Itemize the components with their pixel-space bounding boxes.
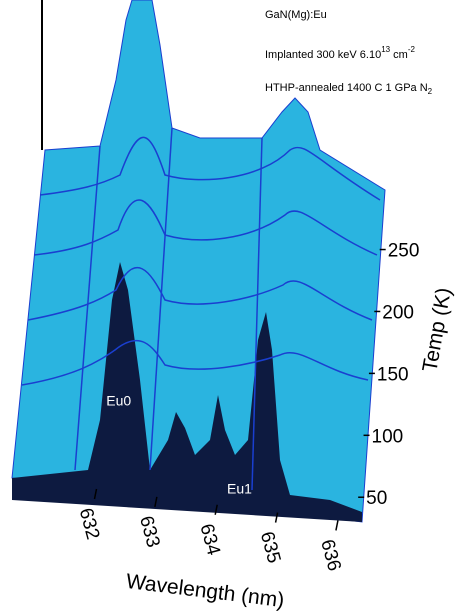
annotation-part: Implanted 300 keV 6.10 — [265, 49, 381, 61]
y-axis-label: Temp (K) — [418, 286, 455, 374]
x-tick — [214, 504, 218, 515]
surface-body — [11, 0, 386, 523]
annotation-part: cm — [390, 49, 408, 61]
x-tick-label: 636 — [316, 537, 344, 573]
slice-line — [39, 136, 381, 201]
x-tick-label: 635 — [256, 529, 284, 565]
surface-base — [12, 262, 362, 522]
slice-line — [74, 145, 101, 471]
annotations: GaN(Mg):Eu Implanted 300 keV 6.1013 cm-2 H… — [265, 9, 433, 96]
slice-line — [21, 339, 369, 386]
y-tick-label: 50 — [366, 488, 387, 509]
slice-line — [251, 137, 263, 491]
x-tick-label: 632 — [75, 506, 103, 542]
annotation-part: 13 — [381, 45, 390, 54]
y-tick-label: 100 — [372, 426, 404, 447]
peak-label: Eu1 — [227, 481, 252, 497]
x-tick-label: 633 — [135, 514, 163, 550]
annotation: GaN(Mg):Eu — [265, 9, 327, 21]
annotation-part: HTHP-annealed 1400 C 1 GPa N — [265, 82, 428, 94]
annotation: HTHP-annealed 1400 C 1 GPa N2 — [265, 82, 433, 96]
y-tick-label: 250 — [388, 241, 420, 262]
annotation-part: GaN(Mg):Eu — [265, 9, 327, 21]
x-tick — [93, 488, 98, 500]
slice-line — [27, 267, 373, 321]
peak-label: Eu0 — [106, 393, 131, 409]
x-tick — [274, 512, 279, 523]
slice-line — [149, 127, 173, 471]
surface-lines — [21, 127, 381, 491]
annotation-part: -2 — [408, 45, 416, 54]
annotation: Implanted 300 keV 6.1013 cm-2 — [265, 45, 416, 61]
x-axis-label: Wavelength (nm) — [125, 570, 286, 612]
x-tick-label: 634 — [195, 522, 224, 558]
annotation-part: 2 — [428, 87, 433, 96]
y-tick-label: 150 — [377, 364, 409, 385]
x-tick — [154, 496, 158, 508]
y-tick-label: 200 — [382, 302, 414, 323]
surface — [11, 0, 386, 523]
x-tick — [335, 520, 339, 531]
